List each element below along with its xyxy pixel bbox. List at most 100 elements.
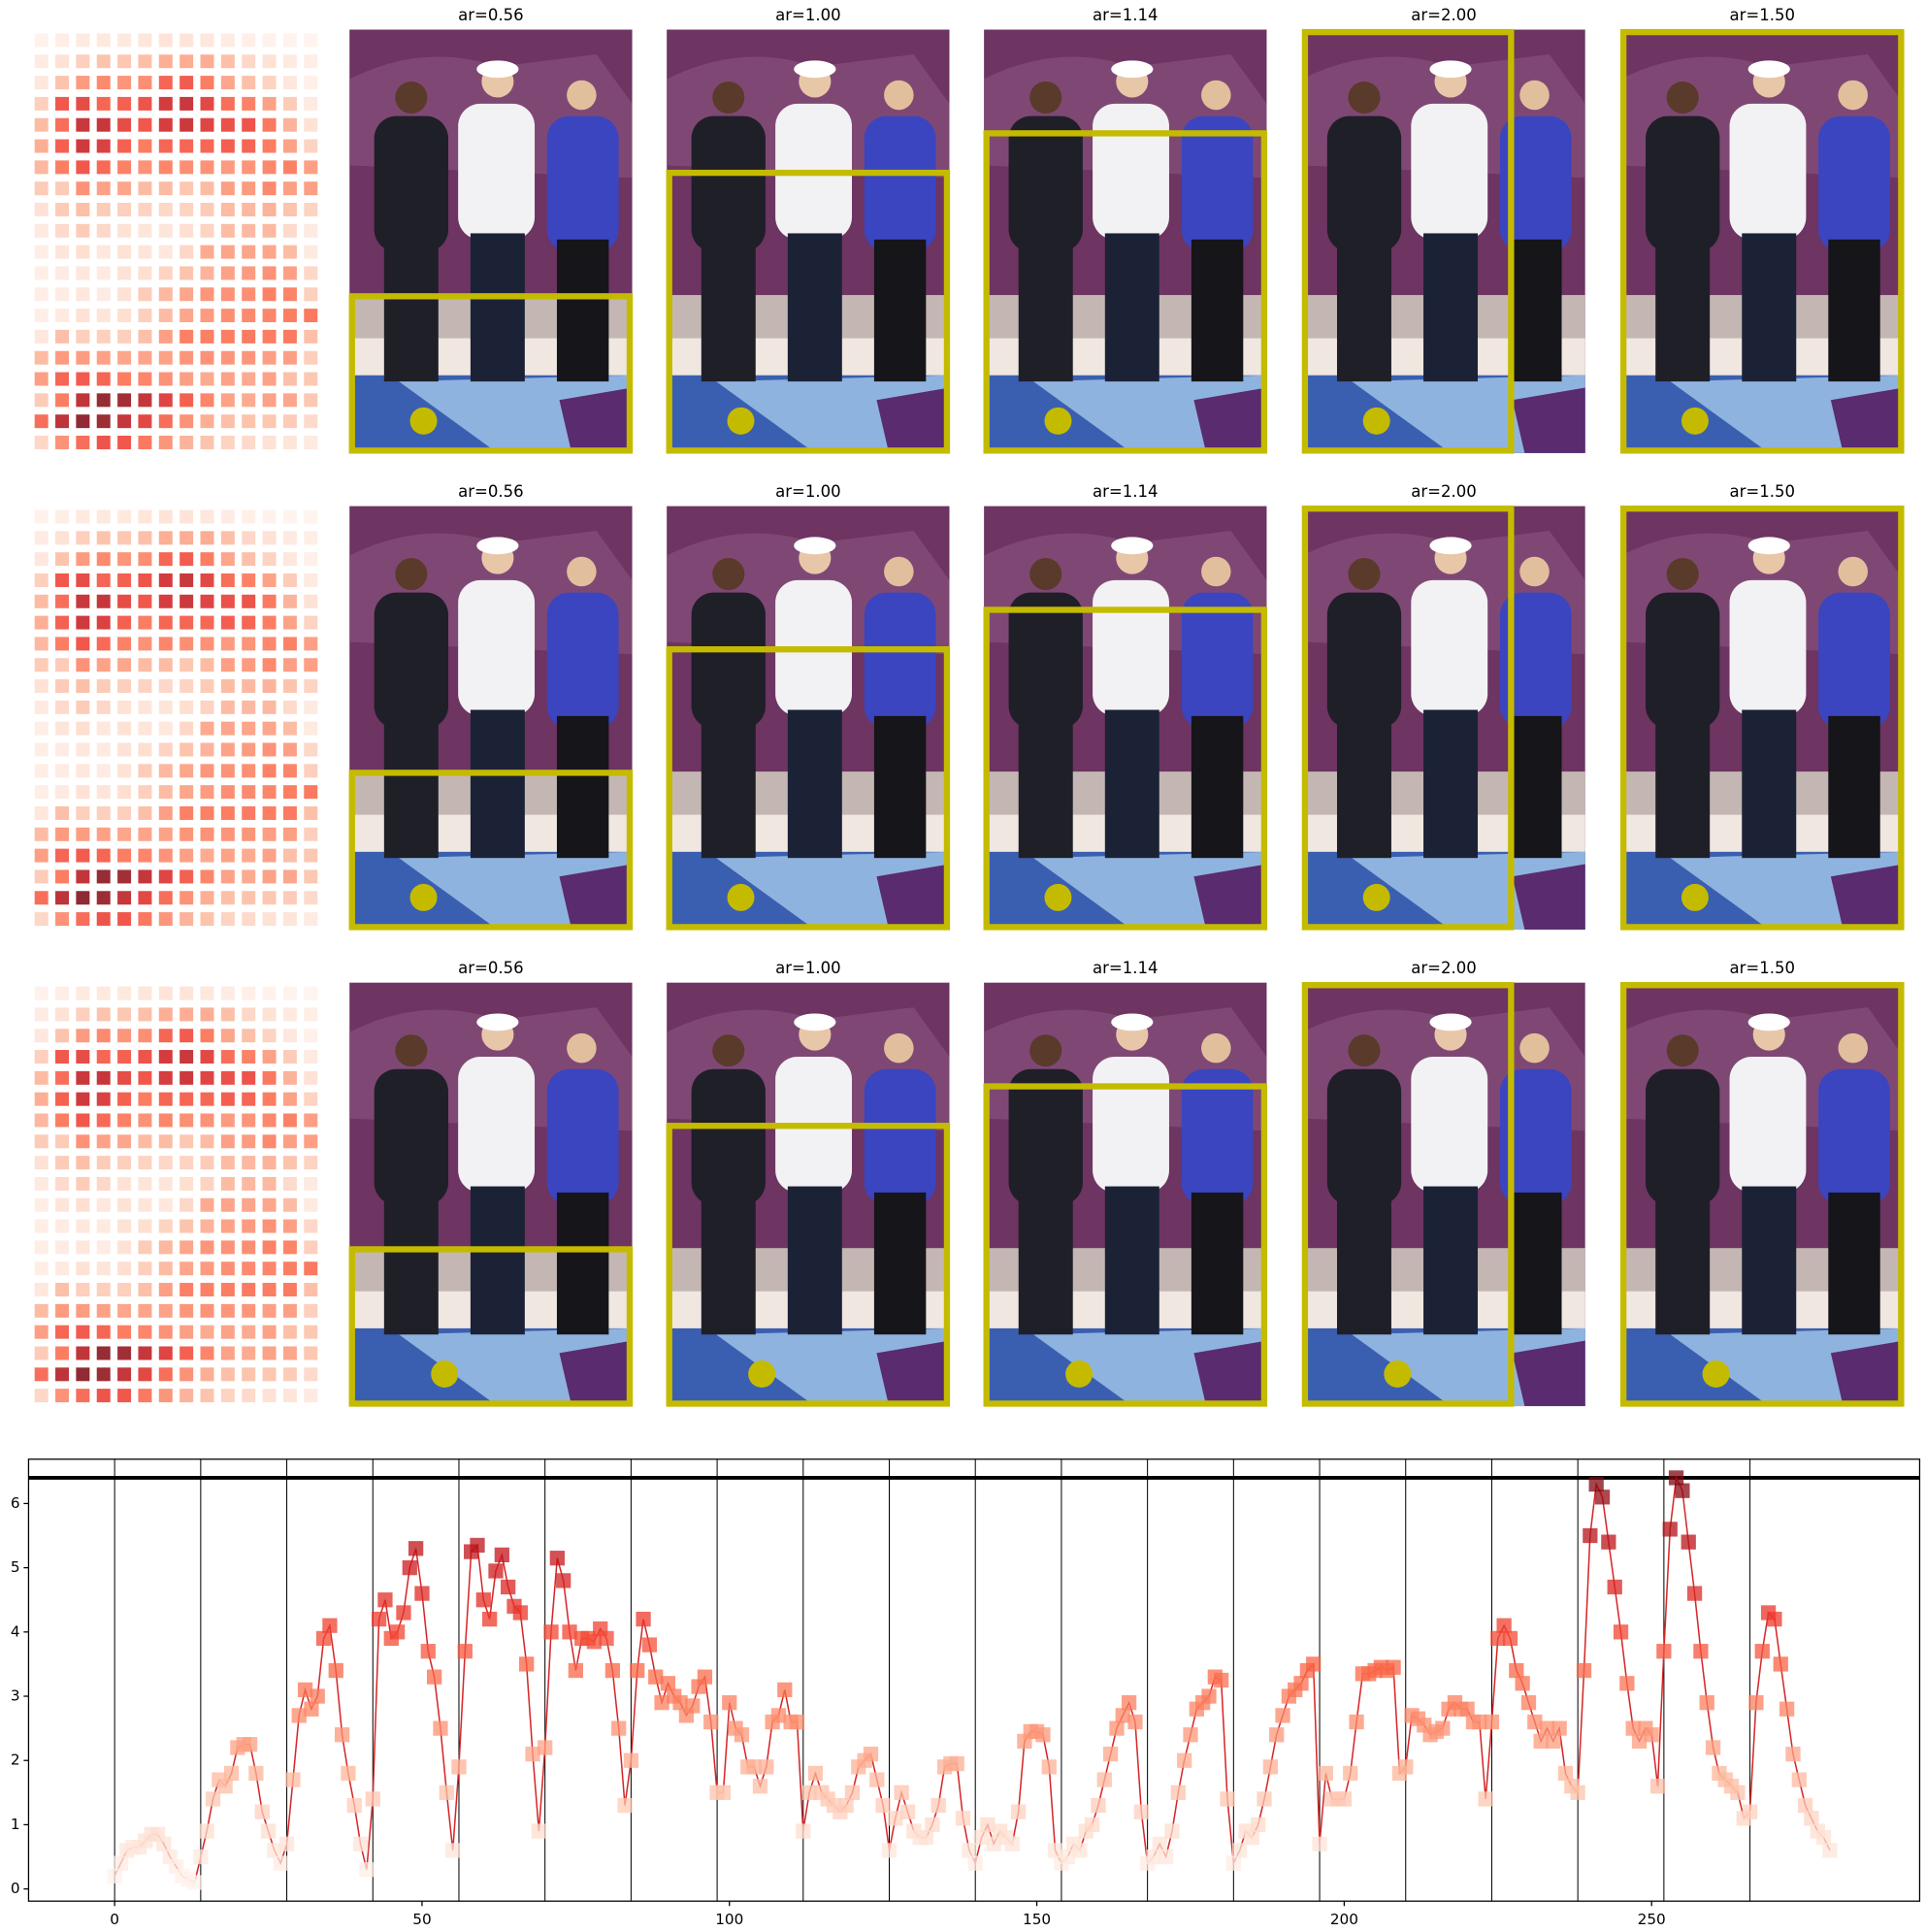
heatmap-cell (34, 1176, 49, 1191)
heatmap-cell (180, 679, 194, 694)
heatmap-cell (220, 350, 235, 365)
heatmap-cell (138, 393, 152, 408)
heatmap-cell (242, 329, 256, 344)
heatmap-cell (180, 160, 194, 175)
marker (807, 1765, 824, 1782)
heatmap-cell (304, 202, 318, 216)
heatmap-cell (180, 245, 194, 259)
heatmap-cell (117, 805, 132, 820)
x-tick-label: 250 (1638, 1911, 1666, 1928)
marker (1072, 1843, 1088, 1858)
heatmap-cell (200, 552, 214, 567)
heatmap-cell (262, 139, 277, 153)
heatmap-cell (76, 594, 90, 608)
heatmap-cell (34, 658, 49, 672)
heatmap-cell (242, 76, 256, 90)
heatmap-cell (242, 785, 256, 800)
marker (107, 1868, 122, 1884)
marker (863, 1746, 879, 1762)
marker (260, 1823, 277, 1839)
heatmap-cell (262, 350, 277, 365)
heatmap-cell (304, 764, 318, 778)
heatmap-cell (76, 1092, 90, 1106)
heatmap-cell (76, 54, 90, 69)
anchor-point (409, 883, 438, 911)
anchor-point (727, 407, 755, 435)
marker (1656, 1644, 1672, 1659)
heatmap-cell (220, 805, 235, 820)
anchor-point (1681, 883, 1709, 911)
heatmap-cell (180, 181, 194, 196)
heatmap-cell (282, 245, 297, 259)
heatmap-cell (138, 223, 152, 238)
heatmap-cell (242, 33, 256, 48)
heatmap-cell (34, 33, 49, 48)
heatmap-cell (180, 1367, 194, 1382)
heatmap-cell (76, 637, 90, 651)
heatmap-cell (304, 76, 318, 90)
heatmap-cell (158, 309, 173, 323)
marker (660, 1676, 676, 1691)
heatmap-cell (180, 1134, 194, 1149)
heatmap-cell (76, 223, 90, 238)
heatmap-cell (200, 594, 214, 608)
marker (525, 1746, 540, 1762)
heatmap-cell (282, 912, 297, 927)
heatmap-cell (76, 891, 90, 905)
heatmap-cell (117, 552, 132, 567)
heatmap-cell (180, 721, 194, 736)
marker (1754, 1644, 1770, 1659)
heatmap-cell (262, 1367, 277, 1382)
heatmap-cell (180, 139, 194, 153)
marker (352, 1836, 369, 1851)
heatmap-cell (55, 1092, 70, 1106)
heatmap-cell (220, 1197, 235, 1212)
heatmap-cell (180, 1283, 194, 1297)
marker (1244, 1830, 1259, 1846)
heatmap-cell (34, 393, 49, 408)
heatmap-cell (158, 266, 173, 280)
marker (746, 1759, 762, 1775)
heatmap-cell (55, 785, 70, 800)
heatmap-cell (55, 658, 70, 672)
heatmap-cell (200, 531, 214, 545)
marker (242, 1737, 258, 1752)
heatmap-cell (138, 1389, 152, 1403)
heatmap-cell (138, 372, 152, 386)
heatmap-cell (96, 1219, 111, 1233)
marker (414, 1586, 430, 1601)
heatmap-cell (220, 117, 235, 132)
y-tick-label: 6 (11, 1494, 20, 1512)
heatmap-cell (282, 202, 297, 216)
heatmap-cell (262, 202, 277, 216)
series-line (114, 1475, 1831, 1884)
heatmap-cell (282, 531, 297, 545)
marker (636, 1611, 651, 1627)
heatmap-cell (76, 245, 90, 259)
heatmap-cell (304, 827, 318, 841)
heatmap-cell (158, 509, 173, 524)
heatmap-cell (304, 372, 318, 386)
marker (501, 1579, 516, 1595)
heatmap-cell (200, 509, 214, 524)
marker (967, 1855, 983, 1871)
crop-box (1619, 505, 1905, 931)
heatmap-cell (180, 1240, 194, 1255)
heatmap-cell (242, 1283, 256, 1297)
heatmap-cell (96, 1197, 111, 1212)
heatmap-cell (262, 266, 277, 280)
heatmap-cell (158, 33, 173, 48)
marker (586, 1634, 603, 1650)
marker (1533, 1733, 1549, 1749)
heatmap-cell (158, 637, 173, 651)
heatmap-cell (262, 96, 277, 111)
heatmap-cell (117, 1029, 132, 1043)
marker (1084, 1817, 1100, 1833)
heatmap-cell (96, 848, 111, 863)
marker (248, 1765, 264, 1782)
heatmap-cell (304, 329, 318, 344)
heatmap-cell (158, 986, 173, 1000)
heatmap-cell (180, 1325, 194, 1339)
heatmap-cell (180, 54, 194, 69)
heatmap-cell (180, 531, 194, 545)
